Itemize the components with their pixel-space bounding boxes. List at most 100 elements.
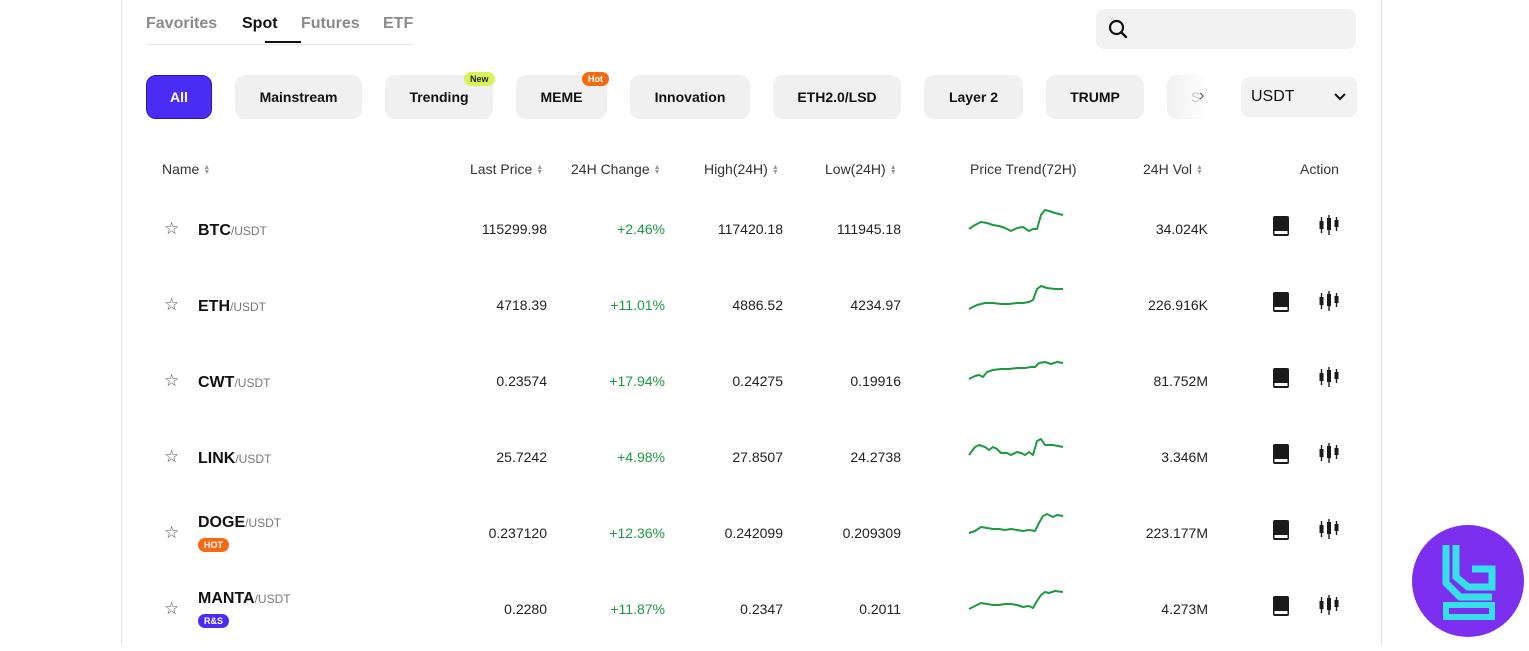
low-24h: 111945.18	[836, 221, 901, 237]
currency-select[interactable]: USDT	[1241, 77, 1357, 117]
category-trump[interactable]: TRUMP	[1046, 75, 1144, 119]
col-name[interactable]: Name ▲ ▼	[162, 161, 210, 177]
logo-icon	[1442, 545, 1496, 620]
pair-name[interactable]: DOGE/USDT	[198, 514, 281, 532]
star-icon[interactable]: ☆	[164, 219, 180, 238]
currency-value: USDT	[1251, 88, 1295, 105]
category-layer2[interactable]: Layer 2	[924, 75, 1023, 119]
category-innovation[interactable]: Innovation	[630, 75, 750, 119]
pair-name[interactable]: CWT/USDT	[198, 374, 270, 392]
col-high[interactable]: High(24H) ▲ ▼	[704, 161, 779, 177]
search-icon	[1108, 19, 1128, 39]
sort-icon: ▲ ▼	[771, 164, 779, 177]
col-high-label: High(24H)	[704, 161, 768, 177]
volume-24h: 81.752M	[1153, 373, 1208, 389]
pair-quote: /USDT	[245, 516, 282, 530]
star-icon[interactable]: ☆	[164, 599, 180, 618]
table-row[interactable]: ☆ DOGE/USDT HOT 0.237120 +12.36% 0.242099 0.20…	[122, 499, 1381, 575]
pair-base: DOGE	[198, 514, 246, 531]
col-low[interactable]: Low(24H) ▲ ▼	[825, 161, 897, 177]
book-icon[interactable]	[1272, 443, 1290, 465]
pair-quote: /USDT	[254, 592, 291, 606]
book-icon[interactable]	[1272, 519, 1290, 541]
book-icon[interactable]	[1272, 291, 1290, 313]
col-24h-change[interactable]: 24H Change ▲ ▼	[571, 161, 661, 177]
volume-24h: 4.273M	[1161, 601, 1208, 617]
new-badge: New	[464, 72, 495, 86]
table-row[interactable]: ☆ LINK/USDT 25.7242 +4.98% 27.8507 24.2738 3.3…	[122, 423, 1381, 499]
volume-24h: 34.024K	[1155, 221, 1208, 237]
tab-spot[interactable]: Spot	[242, 15, 278, 32]
chevron-right-icon[interactable]: ›	[1199, 87, 1205, 104]
candlestick-icon[interactable]	[1318, 518, 1340, 540]
change-24h: +11.01%	[610, 297, 665, 313]
category-eth2-lsd[interactable]: ETH2.0/LSD	[773, 75, 901, 119]
pair-name[interactable]: BTC/USDT	[198, 222, 267, 240]
overflow-label: S	[1191, 89, 1201, 105]
star-icon[interactable]: ☆	[164, 371, 180, 390]
star-icon[interactable]: ☆	[164, 523, 180, 542]
pair-name[interactable]: MANTA/USDT	[198, 590, 291, 608]
last-price: 25.7242	[496, 449, 547, 465]
price-trend-sparkline	[968, 361, 1064, 380]
tab-favorites[interactable]: Favorites	[146, 15, 218, 32]
category-trending[interactable]: Trending	[385, 75, 493, 119]
col-24h-vol[interactable]: 24H Vol ▲ ▼	[1143, 161, 1203, 177]
category-mainstream[interactable]: Mainstream	[235, 75, 362, 119]
change-24h: +4.98%	[617, 449, 665, 465]
pair-name[interactable]: ETH/USDT	[198, 298, 266, 316]
low-24h: 0.19916	[850, 373, 901, 389]
volume-24h: 226.916K	[1148, 297, 1208, 313]
tab-etf[interactable]: ETF	[383, 15, 414, 32]
low-24h: 24.2738	[850, 449, 901, 465]
category-all[interactable]: All	[146, 75, 212, 119]
col-change-label: 24H Change	[571, 161, 650, 177]
active-tab-indicator	[265, 41, 301, 43]
candlestick-icon[interactable]	[1318, 214, 1340, 236]
book-icon[interactable]	[1272, 367, 1290, 389]
candlestick-icon[interactable]	[1318, 290, 1340, 312]
tab-futures[interactable]: Futures	[301, 15, 360, 32]
price-trend-sparkline	[968, 438, 1064, 456]
sort-icon: ▲ ▼	[536, 164, 544, 177]
sort-icon: ▲ ▼	[1196, 164, 1203, 177]
col-low-label: Low(24H)	[825, 161, 886, 177]
col-name-label: Name	[162, 161, 200, 177]
low-24h: 0.209309	[842, 525, 901, 541]
hot-badge: Hot	[582, 72, 609, 86]
star-icon[interactable]: ☆	[164, 295, 180, 314]
table-row[interactable]: ☆ CWT/USDT 0.23574 +17.94% 0.24275 0.19916 81.…	[122, 347, 1381, 423]
search-input[interactable]	[1096, 9, 1356, 49]
col-last-price[interactable]: Last Price ▲ ▼	[470, 161, 543, 177]
sort-icon: ▲ ▼	[889, 164, 897, 177]
price-trend-sparkline	[968, 285, 1063, 310]
book-icon[interactable]	[1272, 215, 1290, 237]
category-overflow[interactable]: S	[1167, 75, 1209, 119]
table-row[interactable]: ☆ BTC/USDT 115299.98 +2.46% 117420.18 111945.…	[122, 195, 1381, 271]
candlestick-icon[interactable]	[1318, 442, 1340, 464]
table-row[interactable]: ☆ ETH/USDT 4718.39 +11.01% 4886.52 4234.97 226…	[122, 271, 1381, 347]
book-icon[interactable]	[1272, 595, 1290, 617]
pair-base: BTC	[198, 222, 231, 239]
high-24h: 4886.52	[732, 297, 783, 313]
pair-quote: /USDT	[230, 224, 267, 238]
high-24h: 0.242099	[724, 525, 783, 541]
star-icon[interactable]: ☆	[164, 447, 180, 466]
pair-quote: /USDT	[230, 300, 266, 314]
pair-tag: HOT	[198, 538, 229, 552]
volume-24h: 3.346M	[1161, 449, 1208, 465]
candlestick-icon[interactable]	[1318, 366, 1340, 388]
market-tabs: Favorites Spot Futures ETF	[146, 0, 414, 45]
price-trend-sparkline	[968, 513, 1064, 534]
col-price-trend: Price Trend(72H)	[970, 161, 1077, 177]
change-24h: +17.94%	[609, 373, 665, 389]
candlestick-icon[interactable]	[1318, 594, 1340, 616]
market-panel: Favorites Spot Futures ETF All Mainstrea…	[121, 0, 1382, 645]
high-24h: 0.24275	[732, 373, 783, 389]
table-row[interactable]: ☆ MANTA/USDT R&S 0.2280 +11.87% 0.2347 0.2011 4…	[122, 575, 1381, 651]
high-24h: 27.8507	[732, 449, 783, 465]
pair-tag: R&S	[198, 614, 230, 628]
pair-name[interactable]: LINK/USDT	[198, 450, 271, 468]
sort-icon: ▲ ▼	[653, 164, 661, 177]
high-24h: 0.2347	[740, 601, 783, 617]
